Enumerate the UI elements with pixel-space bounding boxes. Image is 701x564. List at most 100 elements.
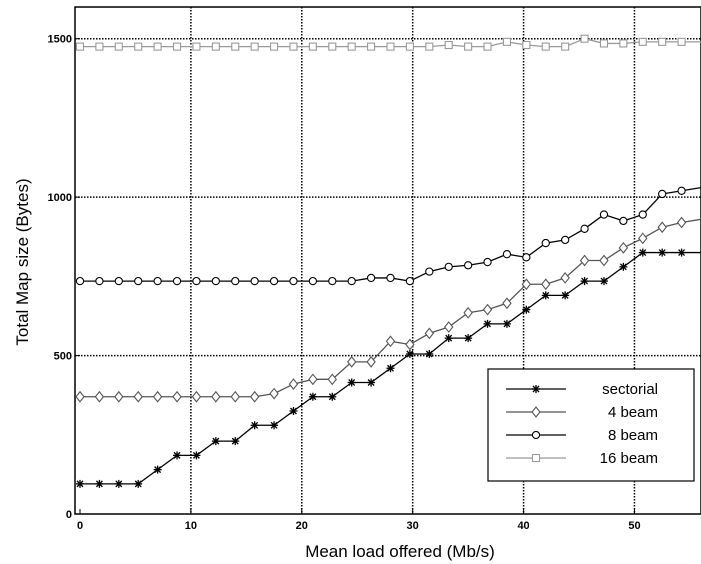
square-marker xyxy=(599,39,609,48)
diamond-marker xyxy=(405,338,415,351)
asterisk-marker xyxy=(658,248,667,257)
asterisk-marker xyxy=(405,349,414,358)
series-line xyxy=(80,186,701,282)
circle-marker xyxy=(172,276,182,286)
square-marker xyxy=(522,40,531,50)
square-marker xyxy=(531,453,541,463)
asterisk-marker xyxy=(192,451,201,460)
y-tick-label: 1000 xyxy=(48,192,72,204)
diamond-marker xyxy=(424,327,435,340)
square-marker xyxy=(425,42,434,51)
diamond-marker xyxy=(288,378,299,390)
x-tick-label: 30 xyxy=(407,520,419,532)
legend-entry: 8 beam xyxy=(506,427,658,444)
square-marker xyxy=(308,42,317,51)
asterisk-marker xyxy=(250,421,259,430)
square-marker xyxy=(192,42,201,51)
asterisk-marker xyxy=(289,407,298,416)
data-series xyxy=(75,34,701,488)
asterisk-marker xyxy=(270,421,279,430)
diamond-marker xyxy=(638,232,648,245)
square-marker xyxy=(95,42,104,51)
diamond-marker xyxy=(327,373,337,386)
circle-marker xyxy=(386,273,395,283)
diamond-marker xyxy=(444,321,454,333)
legend-box xyxy=(487,368,695,482)
circle-marker xyxy=(211,276,220,286)
asterisk-marker xyxy=(444,334,453,343)
diamond-marker xyxy=(657,221,667,234)
x-tick-label: 40 xyxy=(517,520,529,532)
circle-marker xyxy=(580,224,589,233)
asterisk-marker xyxy=(580,277,589,286)
asterisk-marker xyxy=(173,451,182,460)
circle-marker xyxy=(531,430,541,440)
circle-marker xyxy=(405,276,415,286)
legend: sectorial 4 beam 8 beam 16 beam xyxy=(487,368,695,482)
diamond-marker xyxy=(94,390,105,403)
square-marker xyxy=(561,42,570,51)
square-marker xyxy=(483,42,492,51)
asterisk-marker xyxy=(541,291,550,300)
square-marker xyxy=(153,42,162,51)
circle-marker xyxy=(134,276,143,286)
diamond-marker xyxy=(502,297,512,310)
diamond-marker xyxy=(599,254,609,267)
asterisk-marker xyxy=(211,437,220,446)
asterisk-marker xyxy=(95,479,104,488)
square-marker xyxy=(211,42,220,51)
legend-label: 4 beam xyxy=(608,404,658,421)
y-tick-label: 0 xyxy=(66,509,72,521)
diamond-marker xyxy=(531,406,541,418)
circle-marker xyxy=(502,250,512,259)
diamond-marker xyxy=(308,373,318,386)
asterisk-marker xyxy=(347,378,356,387)
square-marker xyxy=(658,37,667,46)
diamond-marker xyxy=(366,356,376,368)
legend-label: 16 beam xyxy=(600,450,658,467)
circle-marker xyxy=(347,276,356,286)
asterisk-marker xyxy=(532,385,540,393)
legend-label: sectorial xyxy=(602,381,658,398)
asterisk-marker xyxy=(599,277,608,286)
square-marker xyxy=(328,42,337,51)
circle-marker xyxy=(366,273,376,283)
series-16-beam xyxy=(75,34,701,51)
x-tick-label: 0 xyxy=(77,520,83,532)
diamond-marker xyxy=(482,303,493,316)
circle-marker xyxy=(599,210,609,219)
circle-marker xyxy=(231,276,240,286)
asterisk-marker xyxy=(677,248,686,257)
square-marker xyxy=(386,42,395,51)
square-marker xyxy=(677,37,686,46)
diamond-marker xyxy=(172,390,182,403)
circle-marker xyxy=(463,261,473,270)
circle-marker xyxy=(153,276,162,286)
square-marker xyxy=(541,42,550,51)
legend-entry: 4 beam xyxy=(506,404,658,421)
circle-marker xyxy=(522,253,531,262)
asterisk-marker xyxy=(386,364,395,373)
circle-marker xyxy=(114,276,123,286)
square-marker xyxy=(638,37,647,46)
square-marker xyxy=(289,42,298,51)
diamond-marker xyxy=(463,306,473,319)
circle-marker xyxy=(289,276,298,286)
asterisk-marker xyxy=(638,248,647,257)
x-tick-label: 10 xyxy=(185,520,197,532)
square-marker xyxy=(444,40,453,50)
diamond-marker xyxy=(346,356,357,368)
diamond-marker xyxy=(230,390,240,403)
square-marker xyxy=(134,42,143,51)
circle-marker xyxy=(541,238,550,248)
asterisk-marker xyxy=(425,349,434,358)
square-marker xyxy=(464,42,473,51)
x-tick-label: 50 xyxy=(628,520,640,532)
diamond-marker xyxy=(385,335,396,348)
square-marker xyxy=(580,34,589,43)
grid-lines xyxy=(75,7,701,514)
y-axis-title: Total Map size (Bytes) xyxy=(13,178,32,345)
plot-frame xyxy=(74,6,701,515)
